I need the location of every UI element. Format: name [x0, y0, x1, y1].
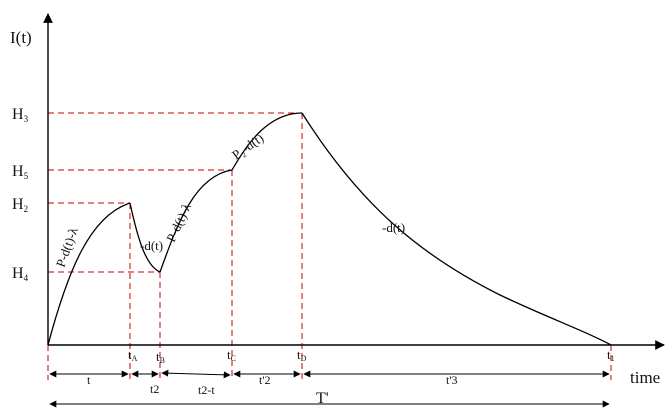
x-axis-label: time [630, 368, 660, 387]
curve-label-4: P₂-d(t) [229, 130, 266, 162]
level-label-h4: H4 [12, 265, 29, 283]
curve-label-1: P-d(t)-λ [53, 225, 81, 269]
time-label-tb: tB [156, 349, 165, 365]
time-label-tc: tC [227, 347, 236, 363]
interval-label-3: t2-t [198, 383, 215, 397]
curve-segment-3 [159, 169, 233, 273]
time-label-t1: t1 [607, 347, 615, 363]
level-label-h2: H2 [12, 196, 28, 214]
level-label-h3: H3 [12, 106, 29, 124]
interval-label-1: t [87, 373, 91, 387]
level-label-h5: H5 [12, 163, 29, 181]
curve-label-3: P-d(t)-λ [163, 200, 194, 244]
interval-label-5: t'3 [446, 373, 458, 387]
interval-label-total: T' [316, 390, 329, 407]
y-axis-label: I(t) [10, 28, 32, 47]
curve-segment-2 [129, 202, 161, 273]
curve-segment-5 [301, 112, 612, 346]
time-label-td: tD [297, 347, 307, 363]
curve-label-5: -d(t) [382, 220, 405, 235]
interval-label-2: t2 [150, 382, 159, 396]
curve-segment-1 [47, 202, 131, 346]
interval-dimensions [49, 369, 610, 408]
interval-arrow-3 [161, 369, 231, 379]
time-label-ta: tA [128, 347, 138, 363]
curve-label-2: -d(t) [140, 238, 163, 253]
interval-label-4: t'2 [259, 373, 271, 387]
curve-segment-4 [231, 112, 303, 171]
inventory-curve [47, 112, 612, 346]
